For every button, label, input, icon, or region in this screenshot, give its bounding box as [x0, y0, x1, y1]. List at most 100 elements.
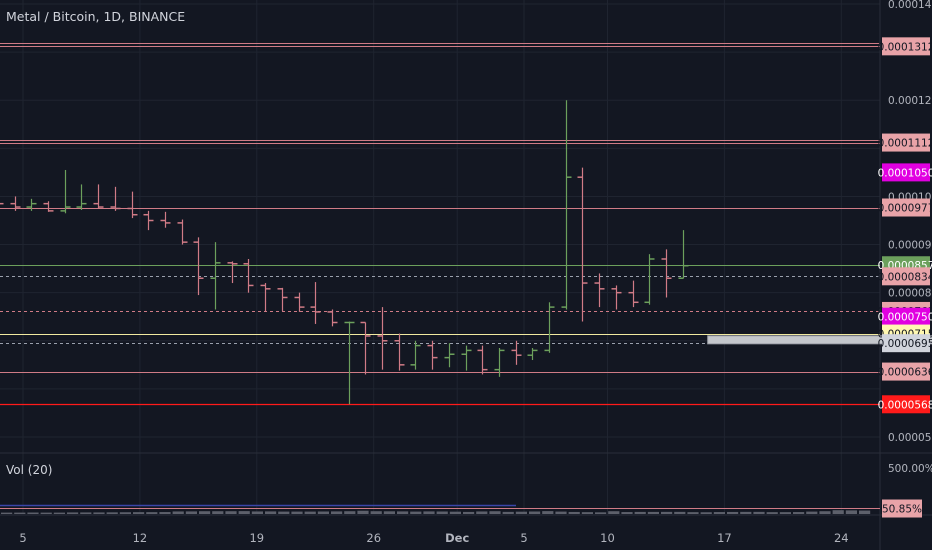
price-tag-bg [882, 37, 930, 56]
price-tag-bg [882, 362, 930, 381]
ohlc-bar [76, 184, 87, 210]
volume-bar [766, 512, 778, 514]
ohlc-bar [60, 169, 71, 214]
ohlc-bar [511, 340, 522, 365]
price-tag: 0.0001050 [878, 163, 932, 182]
volume-bar [423, 511, 435, 514]
time-tick-label: 12 [133, 531, 148, 545]
volume-bar [225, 511, 237, 514]
volume-bar [80, 512, 92, 514]
ohlc-bar [661, 249, 672, 298]
ohlc-bar [360, 321, 371, 375]
volume-bar [317, 511, 329, 514]
ohlc-bar [628, 280, 639, 308]
axes: 5121926Dec51017240.00014000.00012000.000… [19, 0, 932, 545]
volume-bar [449, 511, 461, 514]
ohlc-bar [0, 202, 4, 205]
volume-bar [832, 510, 844, 514]
price-tag-bg [882, 267, 930, 286]
volume-bar [674, 511, 686, 514]
volume-bar [489, 511, 501, 514]
volume-bar [859, 510, 871, 514]
volume-bar [647, 511, 659, 514]
zone-rect [707, 335, 932, 345]
ohlc-bar [477, 345, 488, 375]
volume-bar [238, 511, 250, 514]
ohlc-bar [193, 237, 204, 296]
volume-bar [542, 511, 554, 514]
price-tag-bg [882, 163, 930, 182]
volume-bar [779, 512, 791, 514]
volume-bar [410, 511, 422, 514]
volume-bar [119, 512, 131, 514]
price-tag-text: 0.0000834 [878, 271, 932, 283]
volume-bar [172, 511, 184, 514]
price-tag: 0.0000568 [878, 395, 932, 414]
price-tick-label: 0.0001200 [888, 95, 932, 107]
price-tag: 0.0000977 [878, 198, 932, 217]
volume-bar [793, 512, 805, 514]
volume-bar [727, 511, 739, 514]
price-tick-label: 0.0000800 [888, 288, 932, 300]
ohlc-bar [427, 340, 438, 370]
price-tag-text: 0.0000977 [878, 203, 932, 215]
price-labels: 0.0001312 0.0001112 0.0001050 0.0000977 0.00… [878, 37, 932, 518]
volume-bar [53, 512, 65, 514]
horizontal-levels [0, 43, 880, 406]
volume-bar [463, 511, 475, 514]
ohlc-bar [594, 273, 605, 308]
time-tick-label: 19 [249, 531, 264, 545]
price-tag: 0.0000834 [878, 267, 932, 286]
ohlc-bar [26, 198, 37, 211]
price-zone [707, 335, 932, 345]
ohlc-bar [527, 347, 538, 361]
volume-bar [740, 511, 752, 514]
volume-bar [344, 511, 356, 514]
volume-bar [397, 511, 409, 514]
ohlc-bar [561, 100, 572, 310]
ohlc-bar [678, 230, 689, 279]
ohlc-bar [377, 307, 388, 370]
ohlc-bar [461, 345, 472, 371]
price-tick-label: 0.0000500 [888, 432, 932, 444]
volume-bar [502, 511, 514, 514]
volume-bar [819, 511, 831, 514]
ohlc-bar [227, 261, 238, 284]
ohlc-bar [544, 302, 555, 353]
price-tag-bg [882, 395, 930, 414]
ohlc-bar [327, 309, 338, 327]
ohlc-bar [344, 321, 355, 405]
volume-bar [278, 511, 290, 514]
ohlc-bar [394, 333, 405, 371]
ohlc-bar [644, 254, 655, 305]
price-tag: 0.0001112 [878, 133, 932, 152]
volume-bar [159, 512, 171, 514]
price-tag-text: 0.0001050 [878, 167, 932, 179]
volume-bar [357, 510, 369, 514]
ohlc-bar [577, 167, 588, 322]
price-tag-bg [882, 334, 930, 353]
volume-bar [14, 512, 26, 514]
volume-bar [621, 512, 633, 514]
ohlc-bar [127, 191, 138, 219]
ohlc-bar [43, 201, 54, 212]
ohlc-bar [210, 242, 221, 310]
price-tag-text: 0.0001112 [878, 138, 932, 150]
volume-bar [199, 511, 211, 514]
volume-tag: 50.85% [882, 499, 922, 518]
ohlc-bar [294, 292, 305, 312]
volume-tick-label: 500.00% [888, 463, 932, 475]
volume-bar [106, 512, 118, 514]
time-tick-label: Dec [445, 531, 469, 545]
ohlc-bar [177, 219, 188, 245]
time-tick-label: 10 [600, 531, 615, 545]
price-tag-bg [882, 133, 930, 152]
ohlc-bars [0, 100, 689, 405]
price-tag: 0.0000750 [878, 307, 932, 326]
time-tick-label: 26 [366, 531, 381, 545]
volume-tag-text: 50.85% [882, 504, 922, 516]
price-tick-label: 0.0001400 [888, 0, 932, 11]
price-tag-bg [882, 198, 930, 217]
ohlc-bar [110, 186, 121, 211]
